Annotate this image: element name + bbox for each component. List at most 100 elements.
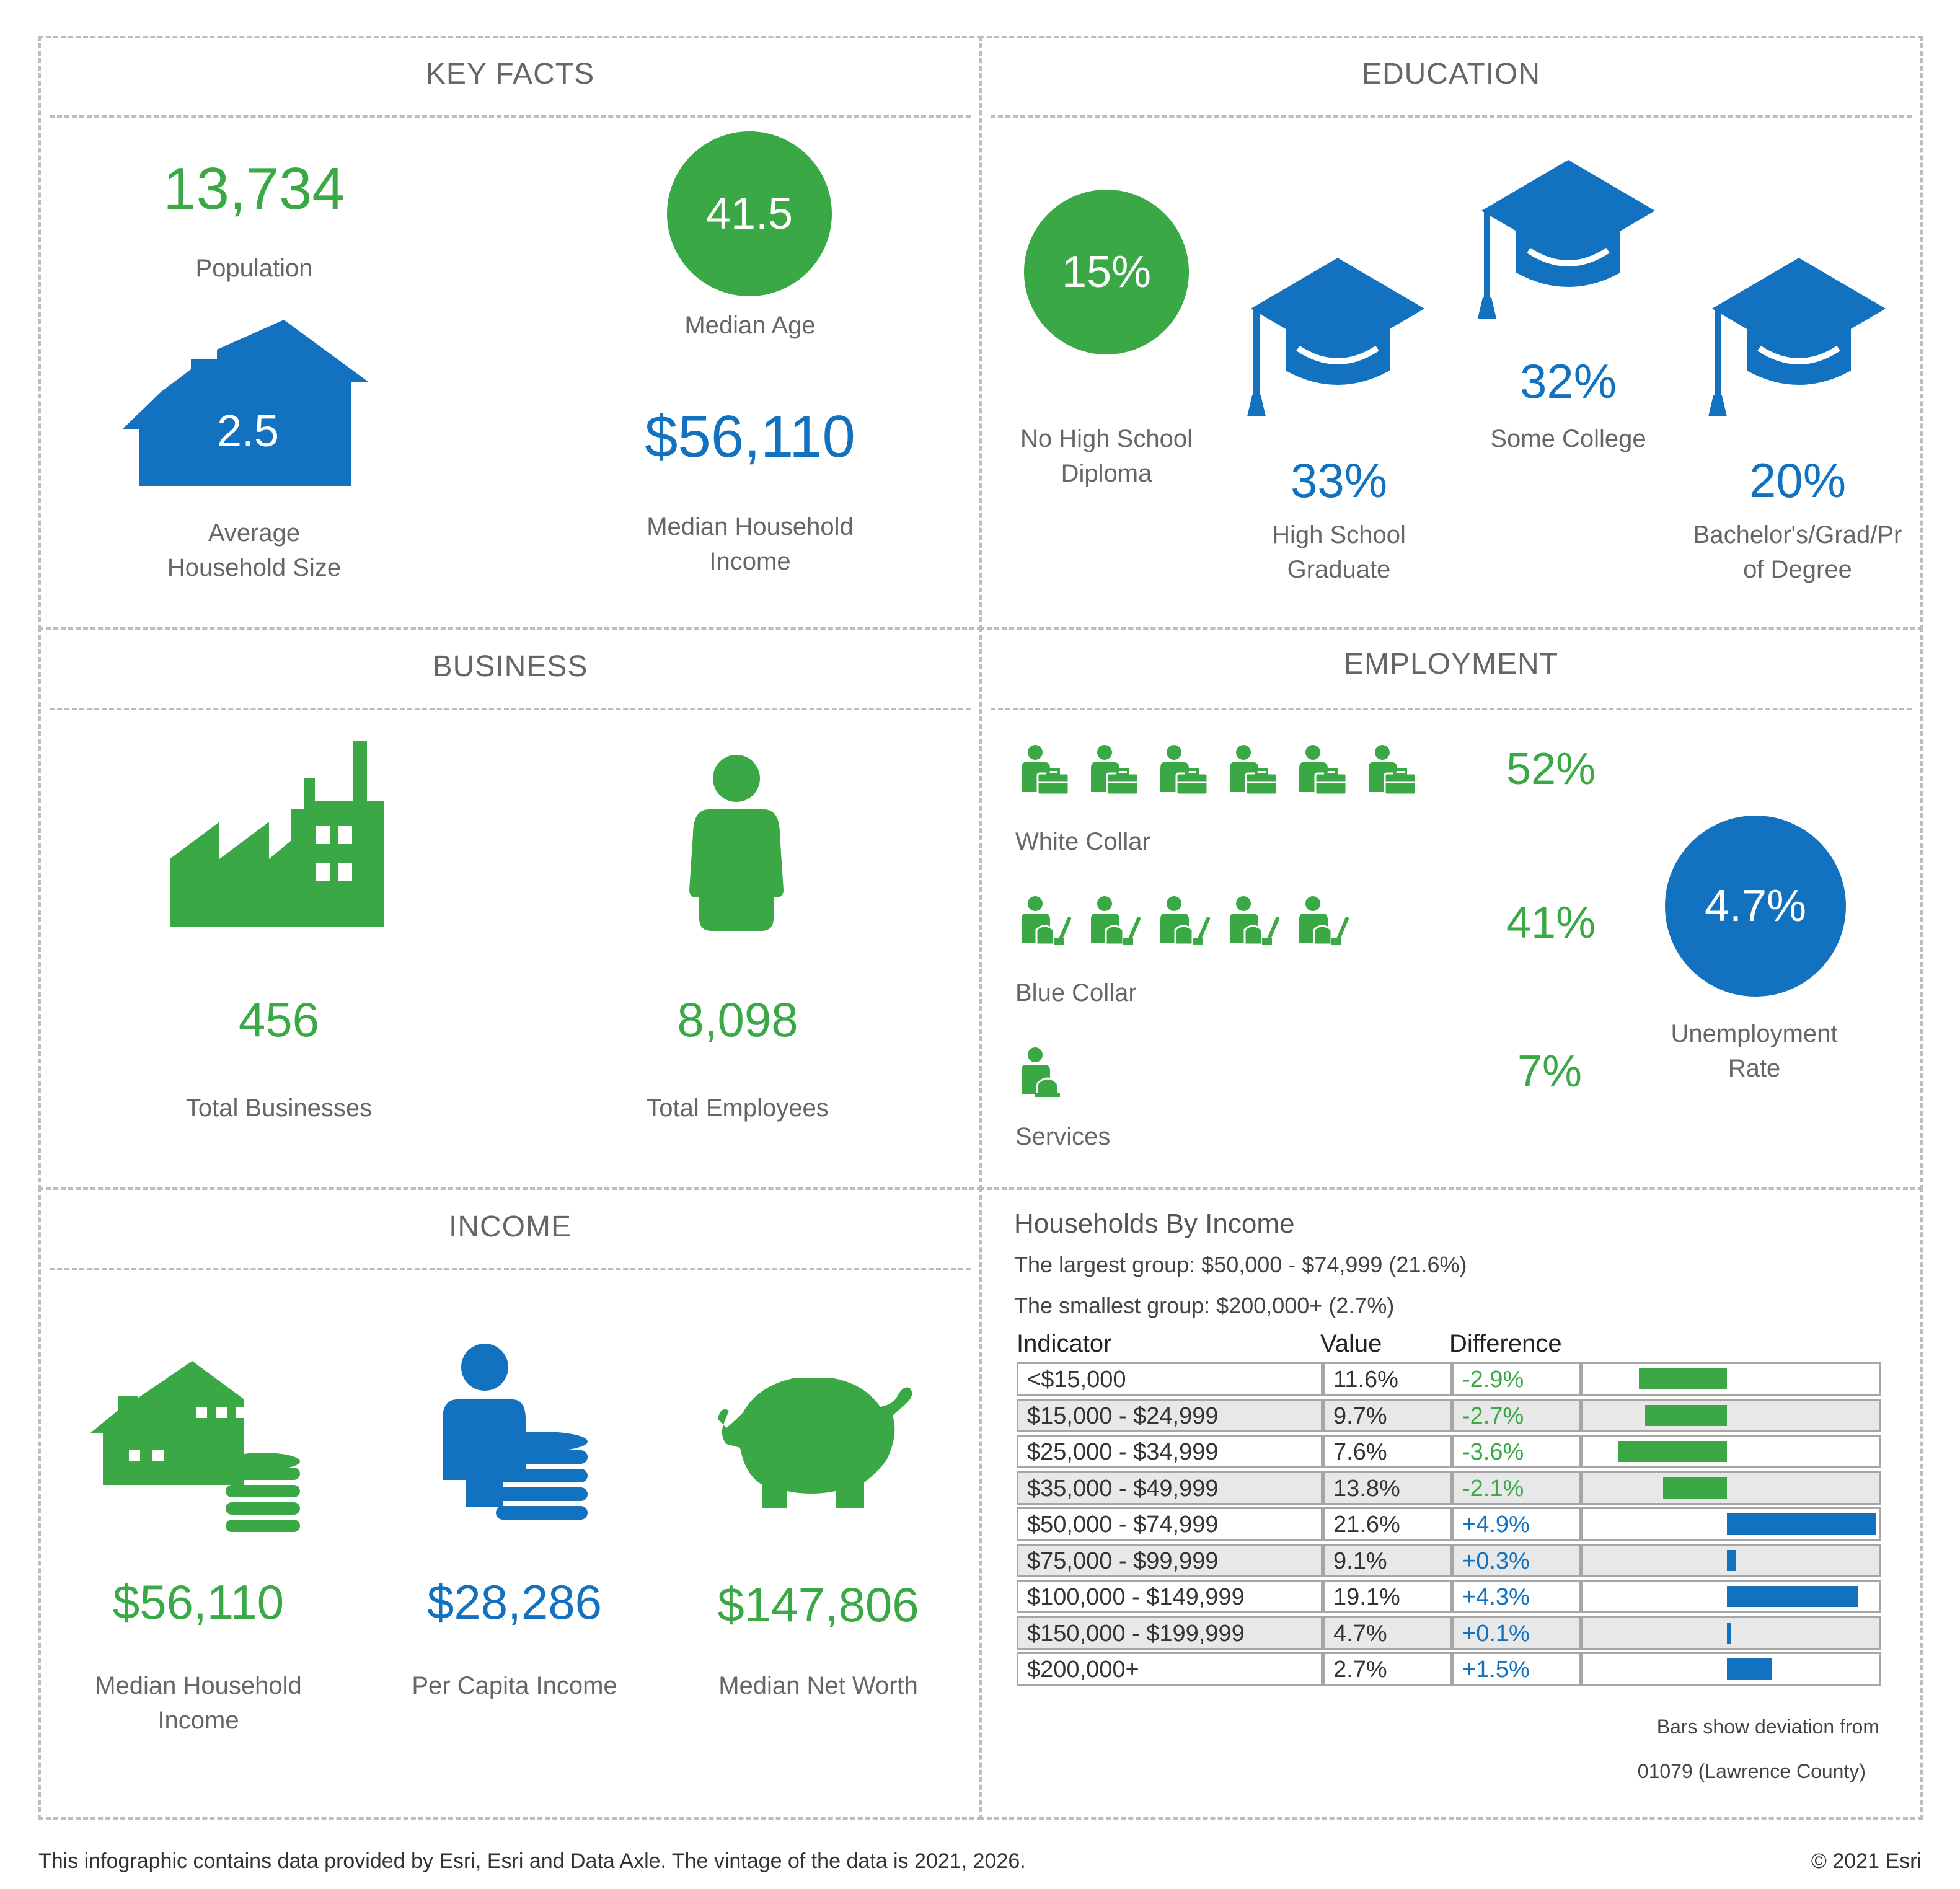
white-collar-worker-icon <box>1299 745 1348 796</box>
value-cell: 19.1% <box>1323 1580 1452 1613</box>
deviation-bar <box>1727 1622 1731 1644</box>
value-cell: 21.6% <box>1323 1507 1452 1541</box>
white-collar-worker-icon <box>1022 745 1070 796</box>
divider <box>991 708 1912 710</box>
footer-source: This infographic contains data provided … <box>38 1849 1026 1873</box>
header-difference: Difference <box>1449 1330 1562 1357</box>
deviation-bar <box>1638 1368 1727 1389</box>
bar-cell <box>1581 1398 1881 1432</box>
difference-cell: +0.3% <box>1452 1543 1581 1577</box>
blue-collar-worker-icon <box>1299 896 1349 946</box>
deviation-bar <box>1663 1477 1727 1499</box>
white-collar-worker-icon <box>1160 745 1209 796</box>
value-cell: 11.6% <box>1323 1362 1452 1396</box>
bar-cell <box>1581 1616 1881 1650</box>
total-businesses-label: Total Businesses <box>185 1094 373 1122</box>
median-age-circle: 41.5 <box>667 131 832 296</box>
blue-collar-label: Blue Collar <box>1015 979 1137 1006</box>
white-collar-worker-icon <box>1091 745 1139 796</box>
piggy-bank-icon <box>718 1368 912 1508</box>
person-icon <box>689 755 784 931</box>
graduation-cap-icon <box>1708 258 1886 416</box>
indicator-cell: $25,000 - $34,999 <box>1017 1435 1323 1468</box>
white-collar-worker-icon <box>1369 745 1417 796</box>
median-net-worth-label: Median Net Worth <box>718 1672 918 1699</box>
difference-cell: -2.7% <box>1452 1398 1581 1432</box>
households-title: Households By Income <box>1014 1209 1295 1239</box>
indicator-cell: <$15,000 <box>1017 1362 1323 1396</box>
education-title: EDUCATION <box>1361 58 1541 90</box>
indicator-cell: $200,000+ <box>1017 1652 1323 1686</box>
graduation-cap-icon <box>1247 258 1424 416</box>
footer-copyright: © 2021 Esri <box>1811 1849 1922 1873</box>
value-cell: 7.6% <box>1323 1435 1452 1468</box>
bar-cell <box>1581 1362 1881 1396</box>
smallest-group-text: The smallest group: $200,000+ (2.7%) <box>1014 1293 1395 1318</box>
income-median-household-label: Median Household Income <box>95 1672 302 1734</box>
total-businesses-value: 456 <box>238 992 320 1047</box>
blue-collar-worker-icon <box>1230 896 1280 946</box>
unemployment-label: Unemployment Rate <box>1671 1020 1838 1082</box>
table-row: $200,000+ 2.7% +1.5% <box>1017 1652 1881 1686</box>
table-row: <$15,000 11.6% -2.9% <box>1017 1362 1881 1396</box>
graduation-cap-icon <box>1478 160 1655 319</box>
deviation-bar <box>1727 1513 1876 1535</box>
white-collar-value: 52% <box>1506 744 1596 794</box>
indicator-cell: $75,000 - $99,999 <box>1017 1543 1323 1577</box>
indicator-cell: $35,000 - $49,999 <box>1017 1471 1323 1505</box>
household-size-label: Average Household Size <box>167 519 342 581</box>
services-label: Services <box>1015 1123 1111 1150</box>
no-high-school-circle: 15% <box>1024 190 1189 354</box>
divider <box>50 1268 971 1270</box>
value-cell: 9.1% <box>1323 1543 1452 1577</box>
no-high-school-value: 15% <box>1061 247 1152 297</box>
deviation-bar <box>1727 1658 1773 1680</box>
blue-collar-value: 41% <box>1506 898 1596 948</box>
bachelors-label: Bachelor's/Grad/Pr of Degree <box>1693 521 1902 583</box>
difference-cell: +0.1% <box>1452 1616 1581 1650</box>
difference-cell: -2.9% <box>1452 1362 1581 1396</box>
median-age-label: Median Age <box>684 312 816 339</box>
difference-cell: +1.5% <box>1452 1652 1581 1686</box>
hs-graduate-label: High School Graduate <box>1272 521 1406 583</box>
some-college-value: 32% <box>1519 354 1617 408</box>
header-value: Value <box>1320 1330 1382 1357</box>
indicator-cell: $15,000 - $24,999 <box>1017 1398 1323 1432</box>
value-cell: 9.7% <box>1323 1398 1452 1432</box>
house-icon <box>123 320 368 486</box>
some-college-label: Some College <box>1490 425 1646 452</box>
median-net-worth-value: $147,806 <box>717 1577 919 1632</box>
services-value: 7% <box>1517 1047 1583 1096</box>
table-row: $150,000 - $199,999 4.7% +0.1% <box>1017 1616 1881 1650</box>
business-title: BUSINESS <box>432 650 588 683</box>
total-employees-label: Total Employees <box>647 1094 829 1122</box>
population-label: Population <box>195 255 313 282</box>
deviation-bar <box>1727 1549 1736 1571</box>
median-income-label: Median Household Income <box>647 513 854 575</box>
deviation-bar <box>1617 1441 1727 1462</box>
households-panel <box>979 1187 1923 1820</box>
table-row: $75,000 - $99,999 9.1% +0.3% <box>1017 1543 1881 1577</box>
value-cell: 13.8% <box>1323 1471 1452 1505</box>
person-coins-icon <box>443 1344 588 1520</box>
indicator-cell: $50,000 - $74,999 <box>1017 1507 1323 1541</box>
bar-cell <box>1581 1471 1881 1505</box>
chart-note-line2: 01079 (Lawrence County) <box>1637 1760 1866 1782</box>
divider <box>991 115 1912 118</box>
indicator-cell: $100,000 - $149,999 <box>1017 1580 1323 1613</box>
population-value: 13,734 <box>163 156 345 222</box>
blue-collar-worker-icon <box>1091 896 1141 946</box>
chart-note-line1: Bars show deviation from <box>1656 1715 1879 1738</box>
median-income-value: $56,110 <box>645 403 855 470</box>
key-facts-title: KEY FACTS <box>425 58 595 90</box>
income-median-household-value: $56,110 <box>112 1575 285 1629</box>
table-row: $50,000 - $74,999 21.6% +4.9% <box>1017 1507 1881 1541</box>
blue-collar-worker-icon <box>1022 896 1072 946</box>
deviation-bar <box>1644 1404 1727 1426</box>
indicator-cell: $150,000 - $199,999 <box>1017 1616 1323 1650</box>
hs-graduate-value: 33% <box>1290 453 1388 508</box>
bachelors-value: 20% <box>1749 453 1847 508</box>
largest-group-text: The largest group: $50,000 - $74,999 (21… <box>1014 1252 1467 1277</box>
per-capita-income-value: $28,286 <box>427 1575 602 1629</box>
unemployment-value: 4.7% <box>1704 881 1807 931</box>
